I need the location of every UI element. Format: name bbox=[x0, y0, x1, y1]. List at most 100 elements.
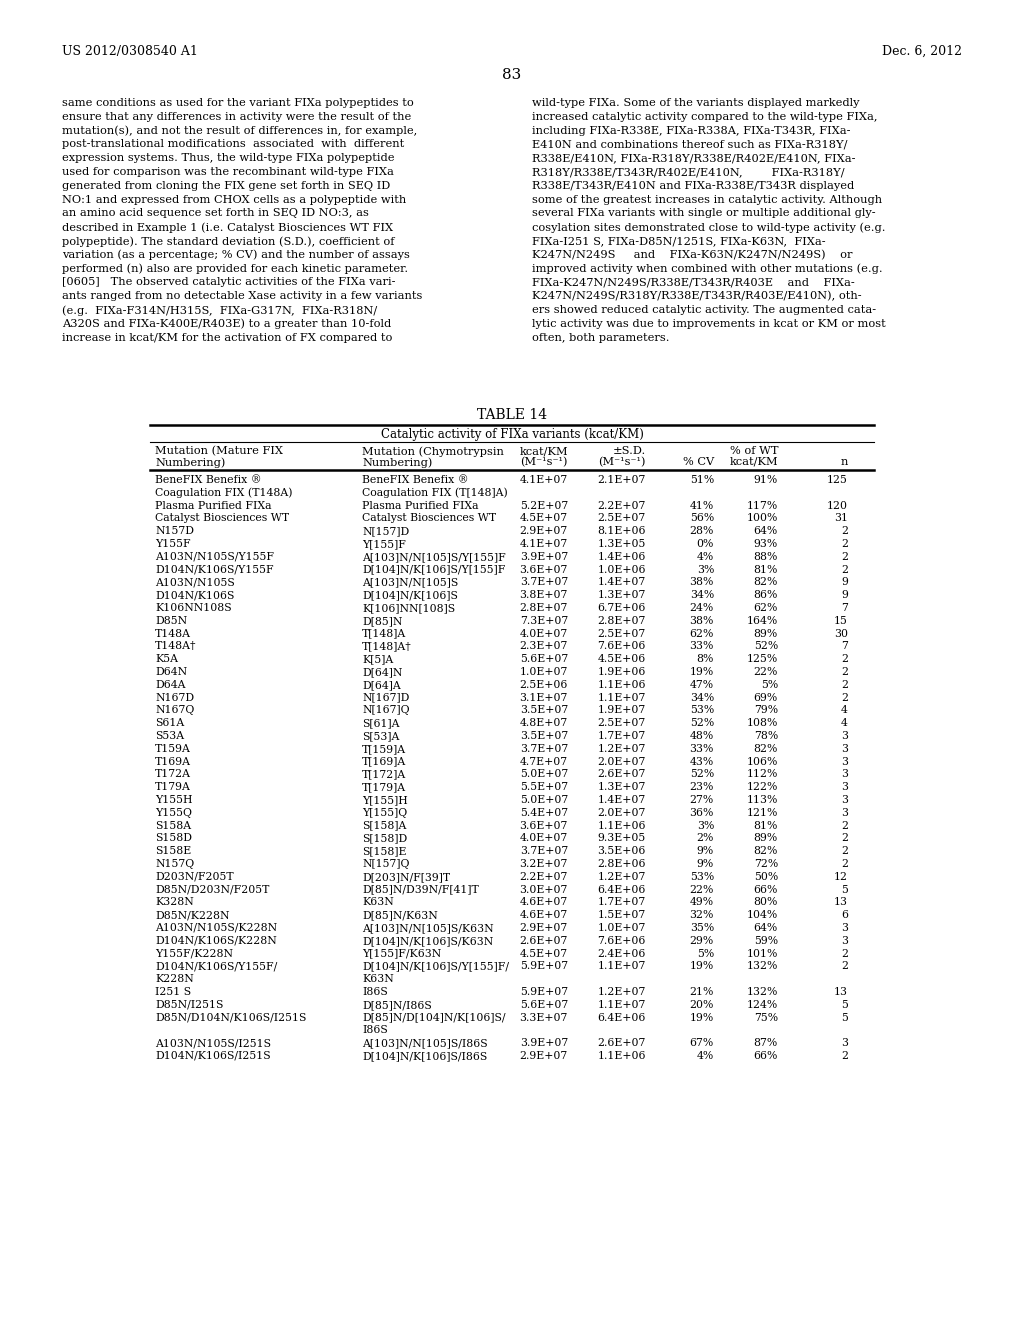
Text: 43%: 43% bbox=[690, 756, 714, 767]
Text: 6: 6 bbox=[841, 911, 848, 920]
Text: 1.4E+07: 1.4E+07 bbox=[598, 577, 646, 587]
Text: 9: 9 bbox=[841, 590, 848, 601]
Text: T[172]A: T[172]A bbox=[362, 770, 407, 779]
Text: Coagulation FIX (T[148]A): Coagulation FIX (T[148]A) bbox=[362, 488, 508, 499]
Text: 1.1E+07: 1.1E+07 bbox=[598, 999, 646, 1010]
Text: 3.9E+07: 3.9E+07 bbox=[520, 552, 568, 562]
Text: S[158]A: S[158]A bbox=[362, 821, 407, 830]
Text: 4%: 4% bbox=[696, 1051, 714, 1061]
Text: 50%: 50% bbox=[754, 871, 778, 882]
Text: 3.5E+07: 3.5E+07 bbox=[520, 705, 568, 715]
Text: 2.5E+07: 2.5E+07 bbox=[598, 513, 646, 524]
Text: 3.7E+07: 3.7E+07 bbox=[520, 846, 568, 857]
Text: Catalyst Biosciences WT: Catalyst Biosciences WT bbox=[155, 513, 289, 524]
Text: 48%: 48% bbox=[690, 731, 714, 741]
Text: 2: 2 bbox=[841, 821, 848, 830]
Text: 2.0E+07: 2.0E+07 bbox=[598, 756, 646, 767]
Text: 7.6E+06: 7.6E+06 bbox=[598, 642, 646, 651]
Text: 3: 3 bbox=[841, 743, 848, 754]
Text: Coagulation FIX (T148A): Coagulation FIX (T148A) bbox=[155, 488, 293, 499]
Text: same conditions as used for the variant FIXa polypeptides to: same conditions as used for the variant … bbox=[62, 98, 414, 108]
Text: n: n bbox=[841, 457, 848, 467]
Text: 4.7E+07: 4.7E+07 bbox=[520, 756, 568, 767]
Text: 3%: 3% bbox=[696, 565, 714, 574]
Text: 2.9E+07: 2.9E+07 bbox=[520, 527, 568, 536]
Text: 2: 2 bbox=[841, 1051, 848, 1061]
Text: 66%: 66% bbox=[754, 1051, 778, 1061]
Text: 62%: 62% bbox=[689, 628, 714, 639]
Text: 2: 2 bbox=[841, 693, 848, 702]
Text: 8%: 8% bbox=[696, 655, 714, 664]
Text: T[179]A: T[179]A bbox=[362, 783, 407, 792]
Text: % of WT: % of WT bbox=[729, 446, 778, 455]
Text: T148A: T148A bbox=[155, 628, 191, 639]
Text: 2.9E+07: 2.9E+07 bbox=[520, 1051, 568, 1061]
Text: 89%: 89% bbox=[754, 628, 778, 639]
Text: 7.3E+07: 7.3E+07 bbox=[520, 616, 568, 626]
Text: NO:1 and expressed from CHOX cells as a polypeptide with: NO:1 and expressed from CHOX cells as a … bbox=[62, 194, 407, 205]
Text: 5.5E+07: 5.5E+07 bbox=[520, 783, 568, 792]
Text: 2: 2 bbox=[841, 655, 848, 664]
Text: 125%: 125% bbox=[746, 655, 778, 664]
Text: A103N/N105S/Y155F: A103N/N105S/Y155F bbox=[155, 552, 274, 562]
Text: K63N: K63N bbox=[362, 898, 394, 907]
Text: 78%: 78% bbox=[754, 731, 778, 741]
Text: 1.4E+06: 1.4E+06 bbox=[598, 552, 646, 562]
Text: 28%: 28% bbox=[689, 527, 714, 536]
Text: Y[155]F: Y[155]F bbox=[362, 539, 406, 549]
Text: 132%: 132% bbox=[746, 987, 778, 997]
Text: 89%: 89% bbox=[754, 833, 778, 843]
Text: performed (n) also are provided for each kinetic parameter.: performed (n) also are provided for each… bbox=[62, 264, 409, 275]
Text: A[103]N/N[105]S/Y[155]F: A[103]N/N[105]S/Y[155]F bbox=[362, 552, 506, 562]
Text: 9%: 9% bbox=[696, 846, 714, 857]
Text: T148A†: T148A† bbox=[155, 642, 197, 651]
Text: D[85]N/I86S: D[85]N/I86S bbox=[362, 999, 432, 1010]
Text: 87%: 87% bbox=[754, 1039, 778, 1048]
Text: 4.5E+07: 4.5E+07 bbox=[520, 513, 568, 524]
Text: 81%: 81% bbox=[754, 565, 778, 574]
Text: D64A: D64A bbox=[155, 680, 185, 690]
Text: 3: 3 bbox=[841, 808, 848, 818]
Text: 23%: 23% bbox=[689, 783, 714, 792]
Text: 3: 3 bbox=[841, 923, 848, 933]
Text: D104N/K106S/I251S: D104N/K106S/I251S bbox=[155, 1051, 270, 1061]
Text: D[104]N/K[106]S/K63N: D[104]N/K[106]S/K63N bbox=[362, 936, 494, 946]
Text: increase in kcat/KM for the activation of FX compared to: increase in kcat/KM for the activation o… bbox=[62, 333, 392, 343]
Text: 2.8E+07: 2.8E+07 bbox=[598, 616, 646, 626]
Text: T[169]A: T[169]A bbox=[362, 756, 407, 767]
Text: T169A: T169A bbox=[155, 756, 191, 767]
Text: S61A: S61A bbox=[155, 718, 184, 729]
Text: 3.6E+07: 3.6E+07 bbox=[519, 565, 568, 574]
Text: [0605]   The observed catalytic activities of the FIXa vari-: [0605] The observed catalytic activities… bbox=[62, 277, 395, 288]
Text: R318Y/R338E/T343R/R402E/E410N,        FIXa-R318Y/: R318Y/R338E/T343R/R402E/E410N, FIXa-R318… bbox=[532, 168, 845, 177]
Text: D[85]N/K63N: D[85]N/K63N bbox=[362, 911, 437, 920]
Text: 4%: 4% bbox=[696, 552, 714, 562]
Text: TABLE 14: TABLE 14 bbox=[477, 408, 547, 422]
Text: 1.2E+07: 1.2E+07 bbox=[598, 743, 646, 754]
Text: 6.4E+06: 6.4E+06 bbox=[598, 884, 646, 895]
Text: Y[155]Q: Y[155]Q bbox=[362, 808, 408, 818]
Text: 1.3E+05: 1.3E+05 bbox=[598, 539, 646, 549]
Text: K5A: K5A bbox=[155, 655, 178, 664]
Text: 62%: 62% bbox=[754, 603, 778, 612]
Text: K63N: K63N bbox=[362, 974, 394, 985]
Text: 3.5E+06: 3.5E+06 bbox=[598, 846, 646, 857]
Text: D85N: D85N bbox=[155, 616, 187, 626]
Text: 2: 2 bbox=[841, 680, 848, 690]
Text: 80%: 80% bbox=[754, 898, 778, 907]
Text: variation (as a percentage; % CV) and the number of assays: variation (as a percentage; % CV) and th… bbox=[62, 249, 410, 260]
Text: 2: 2 bbox=[841, 846, 848, 857]
Text: D104N/K106S/Y155F: D104N/K106S/Y155F bbox=[155, 565, 273, 574]
Text: 32%: 32% bbox=[689, 911, 714, 920]
Text: 4.5E+06: 4.5E+06 bbox=[598, 655, 646, 664]
Text: 67%: 67% bbox=[690, 1039, 714, 1048]
Text: 41%: 41% bbox=[690, 500, 714, 511]
Text: Y155H: Y155H bbox=[155, 795, 193, 805]
Text: 5: 5 bbox=[841, 999, 848, 1010]
Text: Plasma Purified FIXa: Plasma Purified FIXa bbox=[155, 500, 271, 511]
Text: 5%: 5% bbox=[761, 680, 778, 690]
Text: 22%: 22% bbox=[754, 667, 778, 677]
Text: D[64]A: D[64]A bbox=[362, 680, 400, 690]
Text: 112%: 112% bbox=[746, 770, 778, 779]
Text: 1.1E+06: 1.1E+06 bbox=[597, 1051, 646, 1061]
